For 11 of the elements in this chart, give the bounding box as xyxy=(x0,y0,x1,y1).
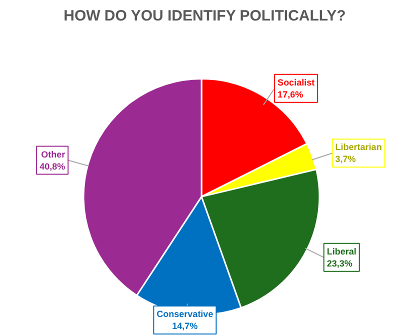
slice-label: Socialist xyxy=(278,77,315,88)
chart-title: HOW DO YOU IDENTIFY POLITICALLY? xyxy=(64,8,346,24)
data-label: 14,7% xyxy=(172,321,198,332)
data-label: 17,6% xyxy=(278,89,304,100)
slice-label: Liberal xyxy=(326,246,356,256)
slice-label: Libertarian xyxy=(335,142,382,152)
data-label: 3,7% xyxy=(335,154,356,164)
data-label: 40,8% xyxy=(40,161,66,172)
data-label: 23,3% xyxy=(326,258,352,268)
slice-label: Other xyxy=(41,149,66,160)
slice-label: Conservative xyxy=(156,309,214,320)
